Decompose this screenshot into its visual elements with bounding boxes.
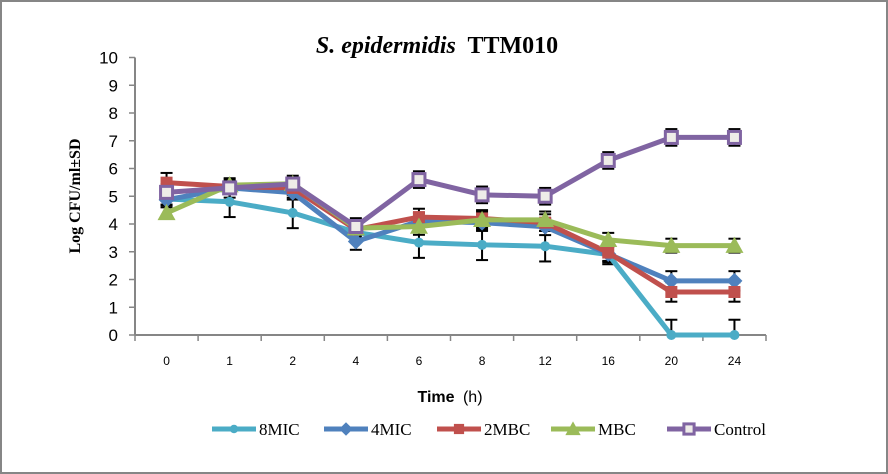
marker-square [453, 423, 465, 435]
x-tick-label: 12 [538, 354, 552, 368]
y-tick-label: 4 [109, 215, 118, 234]
series-line [166, 134, 735, 229]
marker-square [728, 285, 741, 298]
marker-triangle [565, 421, 581, 436]
marker-square [665, 285, 678, 298]
marker-open-square [600, 152, 616, 168]
x-axis-label-unit: (h) [463, 389, 483, 406]
x-tick-label: 2 [289, 354, 296, 368]
marker-circle [666, 330, 677, 340]
y-tick-label: 8 [109, 104, 118, 123]
marker-open-square [159, 184, 175, 200]
x-tick-label: 8 [479, 354, 486, 368]
y-axis-label: Log CFU/ml±SD [67, 138, 84, 253]
marker-open-square [474, 187, 490, 203]
marker-diamond [347, 233, 364, 250]
marker-open-square [285, 176, 301, 192]
marker-circle [224, 196, 235, 207]
marker-triangle [725, 236, 744, 253]
series-control [159, 129, 742, 234]
marker-triangle [473, 210, 492, 228]
marker-diamond [663, 272, 680, 289]
y-tick-label: 10 [99, 49, 118, 68]
marker-open-square [537, 188, 553, 204]
marker-circle [287, 207, 298, 218]
marker-open-square [682, 422, 696, 436]
marker-triangle [157, 203, 176, 221]
chart-title: S. epidermidis TTM010 [316, 33, 558, 59]
y-tick-label: 9 [109, 76, 118, 95]
legend-item-8mic: 8MIC [212, 420, 300, 439]
y-tick-label: 7 [109, 132, 118, 151]
legend-item-mbc: MBC [551, 420, 636, 439]
x-tick-label: 4 [353, 354, 360, 368]
title-rest: TTM010 [467, 33, 558, 59]
series-layer [157, 128, 744, 340]
x-tick-label: 1 [226, 354, 233, 368]
series-line [166, 196, 735, 338]
legend-item-control: Control [667, 420, 766, 439]
y-tick-label: 1 [109, 298, 118, 317]
x-axis-label: Time (h) [417, 389, 482, 406]
legend-item-2mbc: 2MBC [437, 420, 530, 439]
series-4mic [158, 179, 743, 289]
marker-square [412, 211, 425, 224]
x-tick-label: 16 [602, 354, 616, 368]
series-line [166, 180, 735, 295]
x-tick-label: 20 [665, 354, 679, 368]
marker-triangle [409, 217, 428, 234]
marker-circle [477, 239, 488, 250]
x-axis-label-main: Time [417, 389, 454, 406]
y-tick-label: 0 [109, 326, 118, 345]
marker-open-square [663, 129, 679, 145]
series-2mbc [160, 176, 741, 298]
marker-triangle [662, 236, 681, 253]
legend-label: 2MBC [484, 420, 530, 439]
marker-square [602, 246, 615, 259]
legend-label: 4MIC [371, 420, 412, 439]
y-tick-label: 3 [109, 243, 118, 262]
marker-circle [229, 424, 239, 434]
legend-label: Control [714, 420, 766, 439]
x-tick-label: 24 [728, 354, 742, 368]
x-tick-label: 6 [416, 354, 423, 368]
legend: 8MIC 4MIC 2MBC MBC Control [212, 420, 766, 439]
marker-open-square [411, 172, 427, 188]
marker-open-square [222, 180, 238, 196]
x-tick-label: 0 [163, 354, 170, 368]
marker-circle [540, 241, 551, 252]
marker-open-square [348, 218, 364, 234]
marker-triangle [599, 230, 618, 248]
y-tick-label: 2 [109, 271, 118, 290]
marker-circle [413, 237, 424, 248]
marker-open-square [726, 129, 742, 145]
title-italic: S. epidermidis [316, 33, 456, 59]
legend-item-4mic: 4MIC [324, 420, 412, 439]
marker-diamond [726, 272, 743, 289]
series-line [165, 181, 735, 249]
marker-diamond [339, 422, 353, 436]
marker-triangle [536, 210, 555, 228]
legend-label: 8MIC [259, 420, 300, 439]
y-tick-label: 6 [109, 160, 118, 179]
marker-circle [729, 330, 740, 340]
y-tick-label: 5 [109, 187, 118, 206]
legend-label: MBC [598, 420, 636, 439]
series-line [166, 185, 735, 284]
